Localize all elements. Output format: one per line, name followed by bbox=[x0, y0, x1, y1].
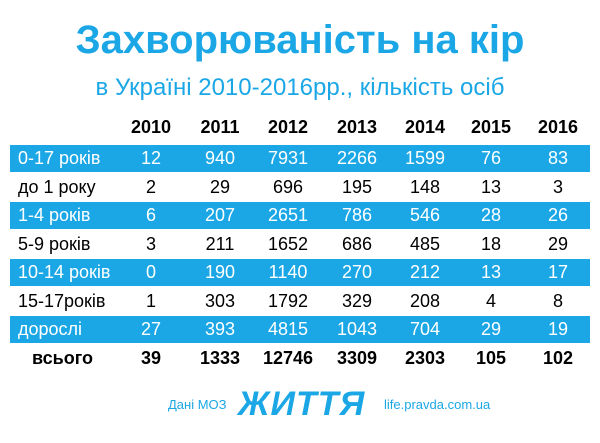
cell: 83 bbox=[547, 148, 569, 168]
row-label: 5-9 років bbox=[18, 233, 91, 254]
cell: 212 bbox=[409, 262, 441, 282]
total-cell: 3309 bbox=[336, 347, 378, 368]
cell: 1652 bbox=[267, 233, 309, 254]
cell: 270 bbox=[341, 262, 373, 282]
cell: 1599 bbox=[404, 148, 446, 168]
cell: 13 bbox=[480, 262, 502, 282]
row-label: 1-4 років bbox=[18, 205, 91, 225]
cell: 686 bbox=[341, 233, 373, 254]
cell: 195 bbox=[341, 176, 373, 197]
cell: 2651 bbox=[267, 205, 309, 225]
total-cell: 1333 bbox=[199, 347, 241, 368]
cell: 1043 bbox=[336, 319, 378, 339]
cell: 211 bbox=[205, 233, 235, 254]
row-band bbox=[10, 145, 590, 172]
row-band bbox=[10, 202, 590, 229]
cell: 0 bbox=[145, 262, 156, 282]
cell: 2 bbox=[145, 176, 156, 197]
total-cell: 12746 bbox=[262, 347, 314, 368]
column-header: 2012 bbox=[267, 117, 309, 137]
cell: 485 bbox=[409, 233, 441, 254]
row-label: 15-17років bbox=[18, 290, 106, 311]
row-label: дорослі bbox=[18, 319, 83, 339]
cell: 76 bbox=[480, 148, 502, 168]
cell: 3 bbox=[145, 233, 156, 254]
cell: 207 bbox=[204, 205, 236, 225]
cell: 303 bbox=[204, 290, 236, 311]
total-cell: 2303 bbox=[404, 347, 446, 368]
row-band bbox=[10, 316, 590, 343]
cell: 29 bbox=[480, 319, 502, 339]
cell: 704 bbox=[409, 319, 441, 339]
cell: 7931 bbox=[267, 148, 309, 168]
cell: 208 bbox=[409, 290, 441, 311]
total-cell: 105 bbox=[475, 347, 507, 368]
row-label: 0-17 років bbox=[18, 148, 101, 168]
column-header: 2011 bbox=[200, 117, 240, 137]
cell: 2266 bbox=[336, 148, 378, 168]
source: Дані МОЗ bbox=[168, 397, 227, 412]
column-header: 2015 bbox=[470, 117, 512, 137]
cell: 26 bbox=[547, 205, 569, 225]
cell: 6 bbox=[145, 205, 156, 225]
row-band bbox=[10, 259, 590, 286]
column-header: 2014 bbox=[404, 117, 446, 137]
title: Захворюваність на кір bbox=[75, 18, 525, 62]
logo[interactable]: ЖИТТЯ bbox=[238, 385, 366, 423]
total-cell: 102 bbox=[542, 347, 574, 368]
row-label: 10-14 років bbox=[18, 262, 111, 282]
cell: 12 bbox=[140, 148, 162, 168]
cell: 148 bbox=[409, 176, 441, 197]
cell: 1 bbox=[145, 290, 156, 311]
cell: 29 bbox=[209, 176, 231, 197]
cell: 329 bbox=[341, 290, 373, 311]
cell: 13 bbox=[480, 176, 502, 197]
cell: 17 bbox=[547, 262, 569, 282]
cell: 1792 bbox=[267, 290, 309, 311]
cell: 4 bbox=[485, 290, 496, 311]
column-header: 2013 bbox=[336, 117, 378, 137]
cell: 546 bbox=[409, 205, 441, 225]
cell: 3 bbox=[552, 176, 563, 197]
cell: 28 bbox=[480, 205, 502, 225]
cell: 18 bbox=[480, 233, 502, 254]
cell: 4815 bbox=[267, 319, 309, 339]
cell: 190 bbox=[204, 262, 236, 282]
cell: 940 bbox=[204, 148, 236, 168]
column-header: 2016 bbox=[537, 117, 579, 137]
subtitle: в Україні 2010-2016рр., кількість осіб bbox=[95, 74, 505, 101]
cell: 786 bbox=[341, 205, 373, 225]
cell: 696 bbox=[272, 176, 304, 197]
cell: 29 bbox=[547, 233, 569, 254]
column-header: 2010 bbox=[130, 117, 172, 137]
row-label: до 1 року bbox=[18, 176, 96, 197]
cell: 19 bbox=[547, 319, 569, 339]
total-label: всього bbox=[32, 347, 93, 368]
site-link[interactable]: life.pravda.com.ua bbox=[384, 397, 491, 412]
cell: 1140 bbox=[268, 262, 308, 282]
total-cell: 39 bbox=[140, 347, 162, 368]
cell: 8 bbox=[552, 290, 563, 311]
cell: 393 bbox=[204, 319, 236, 339]
cell: 27 bbox=[140, 319, 162, 339]
